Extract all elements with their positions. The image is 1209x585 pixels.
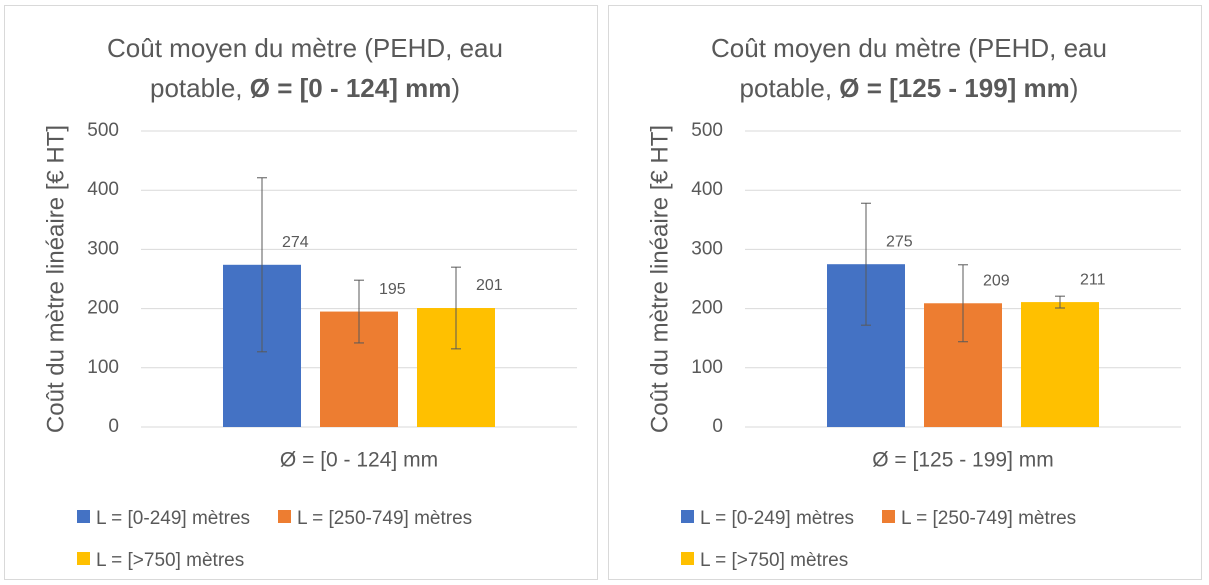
- data-label: 201: [476, 277, 503, 294]
- legend-entry: L = [250-749] mètres: [278, 498, 472, 540]
- y-axis-label: Coût du mètre linéaire [€ HT]: [42, 125, 69, 433]
- y-tick-label: 100: [691, 357, 723, 378]
- y-tick-label: 100: [87, 357, 119, 378]
- legend-label: L = [0-249] mètres: [700, 508, 855, 529]
- legend-swatch: [278, 510, 292, 524]
- y-tick-label: 200: [87, 298, 119, 319]
- y-tick-label: 500: [691, 120, 723, 141]
- title-emphasis: Ø = [0 - 124] mm: [249, 73, 452, 103]
- title-emphasis: Ø = [125 - 199] mm: [839, 73, 1070, 103]
- chart-title: Coût moyen du mètre (PEHD, eau potable, …: [65, 28, 545, 108]
- y-axis-label: Coût du mètre linéaire [€ HT]: [646, 125, 673, 433]
- legend: L = [0-249] mètres L = [250-749] mètres L …: [77, 498, 557, 582]
- legend-label: L = [250-749] mètres: [297, 508, 473, 529]
- y-tick-label: 300: [691, 238, 723, 259]
- x-tick-label: Ø = [0 - 124] mm: [280, 449, 438, 472]
- y-tick-label: 0: [712, 416, 723, 437]
- data-label: 274: [282, 234, 309, 251]
- legend-label: L = [>750] mètres: [96, 550, 245, 571]
- legend-entry: L = [>750] mètres: [681, 540, 848, 582]
- y-tick-label: 400: [87, 179, 119, 200]
- chart-panel: Coût moyen du mètre (PEHD, eau potable, …: [4, 5, 598, 580]
- legend-label: L = [>750] mètres: [700, 550, 849, 571]
- legend-entry: L = [0-249] mètres: [681, 498, 854, 540]
- title-end: ): [1069, 73, 1079, 103]
- data-label: 275: [886, 233, 913, 250]
- bar: [1021, 302, 1099, 427]
- legend-swatch: [681, 510, 694, 524]
- y-tick-label: 300: [87, 238, 119, 259]
- data-label: 209: [983, 272, 1010, 289]
- data-label: 211: [1080, 271, 1106, 288]
- legend-swatch: [77, 510, 90, 524]
- y-tick-label: 200: [691, 298, 723, 319]
- legend-label: L = [250-749] mètres: [901, 508, 1077, 529]
- x-tick-label: Ø = [125 - 199] mm: [872, 449, 1054, 472]
- legend-swatch: [681, 552, 694, 566]
- legend-entry: L = [250-749] mètres: [882, 498, 1076, 540]
- legend: L = [0-249] mètres L = [250-749] mètres L …: [681, 498, 1161, 582]
- plot: 0 100 200 300 400 500 Coût du mètre linéaire […: [646, 120, 1181, 472]
- plot: 0 100 200 300 400 500 Coût du mètre linéaire […: [42, 120, 577, 472]
- legend-swatch: [77, 552, 90, 566]
- chart-title: Coût moyen du mètre (PEHD, eau potable, …: [669, 28, 1149, 108]
- data-label: 195: [379, 281, 406, 298]
- y-tick-label: 400: [691, 179, 723, 200]
- chart-panel: Coût moyen du mètre (PEHD, eau potable, …: [608, 5, 1202, 580]
- title-end: ): [451, 73, 460, 103]
- legend-swatch: [882, 510, 896, 524]
- y-tick-label: 500: [87, 120, 119, 141]
- legend-entry: L = [0-249] mètres: [77, 498, 250, 540]
- y-tick-label: 0: [108, 416, 119, 437]
- legend-entry: L = [>750] mètres: [77, 540, 244, 582]
- title-text: Coût moyen du mètre (PEHD, eau potable,: [711, 33, 1107, 103]
- legend-label: L = [0-249] mètres: [96, 508, 251, 529]
- title-text: Coût moyen du mètre (PEHD, eau potable,: [107, 33, 503, 103]
